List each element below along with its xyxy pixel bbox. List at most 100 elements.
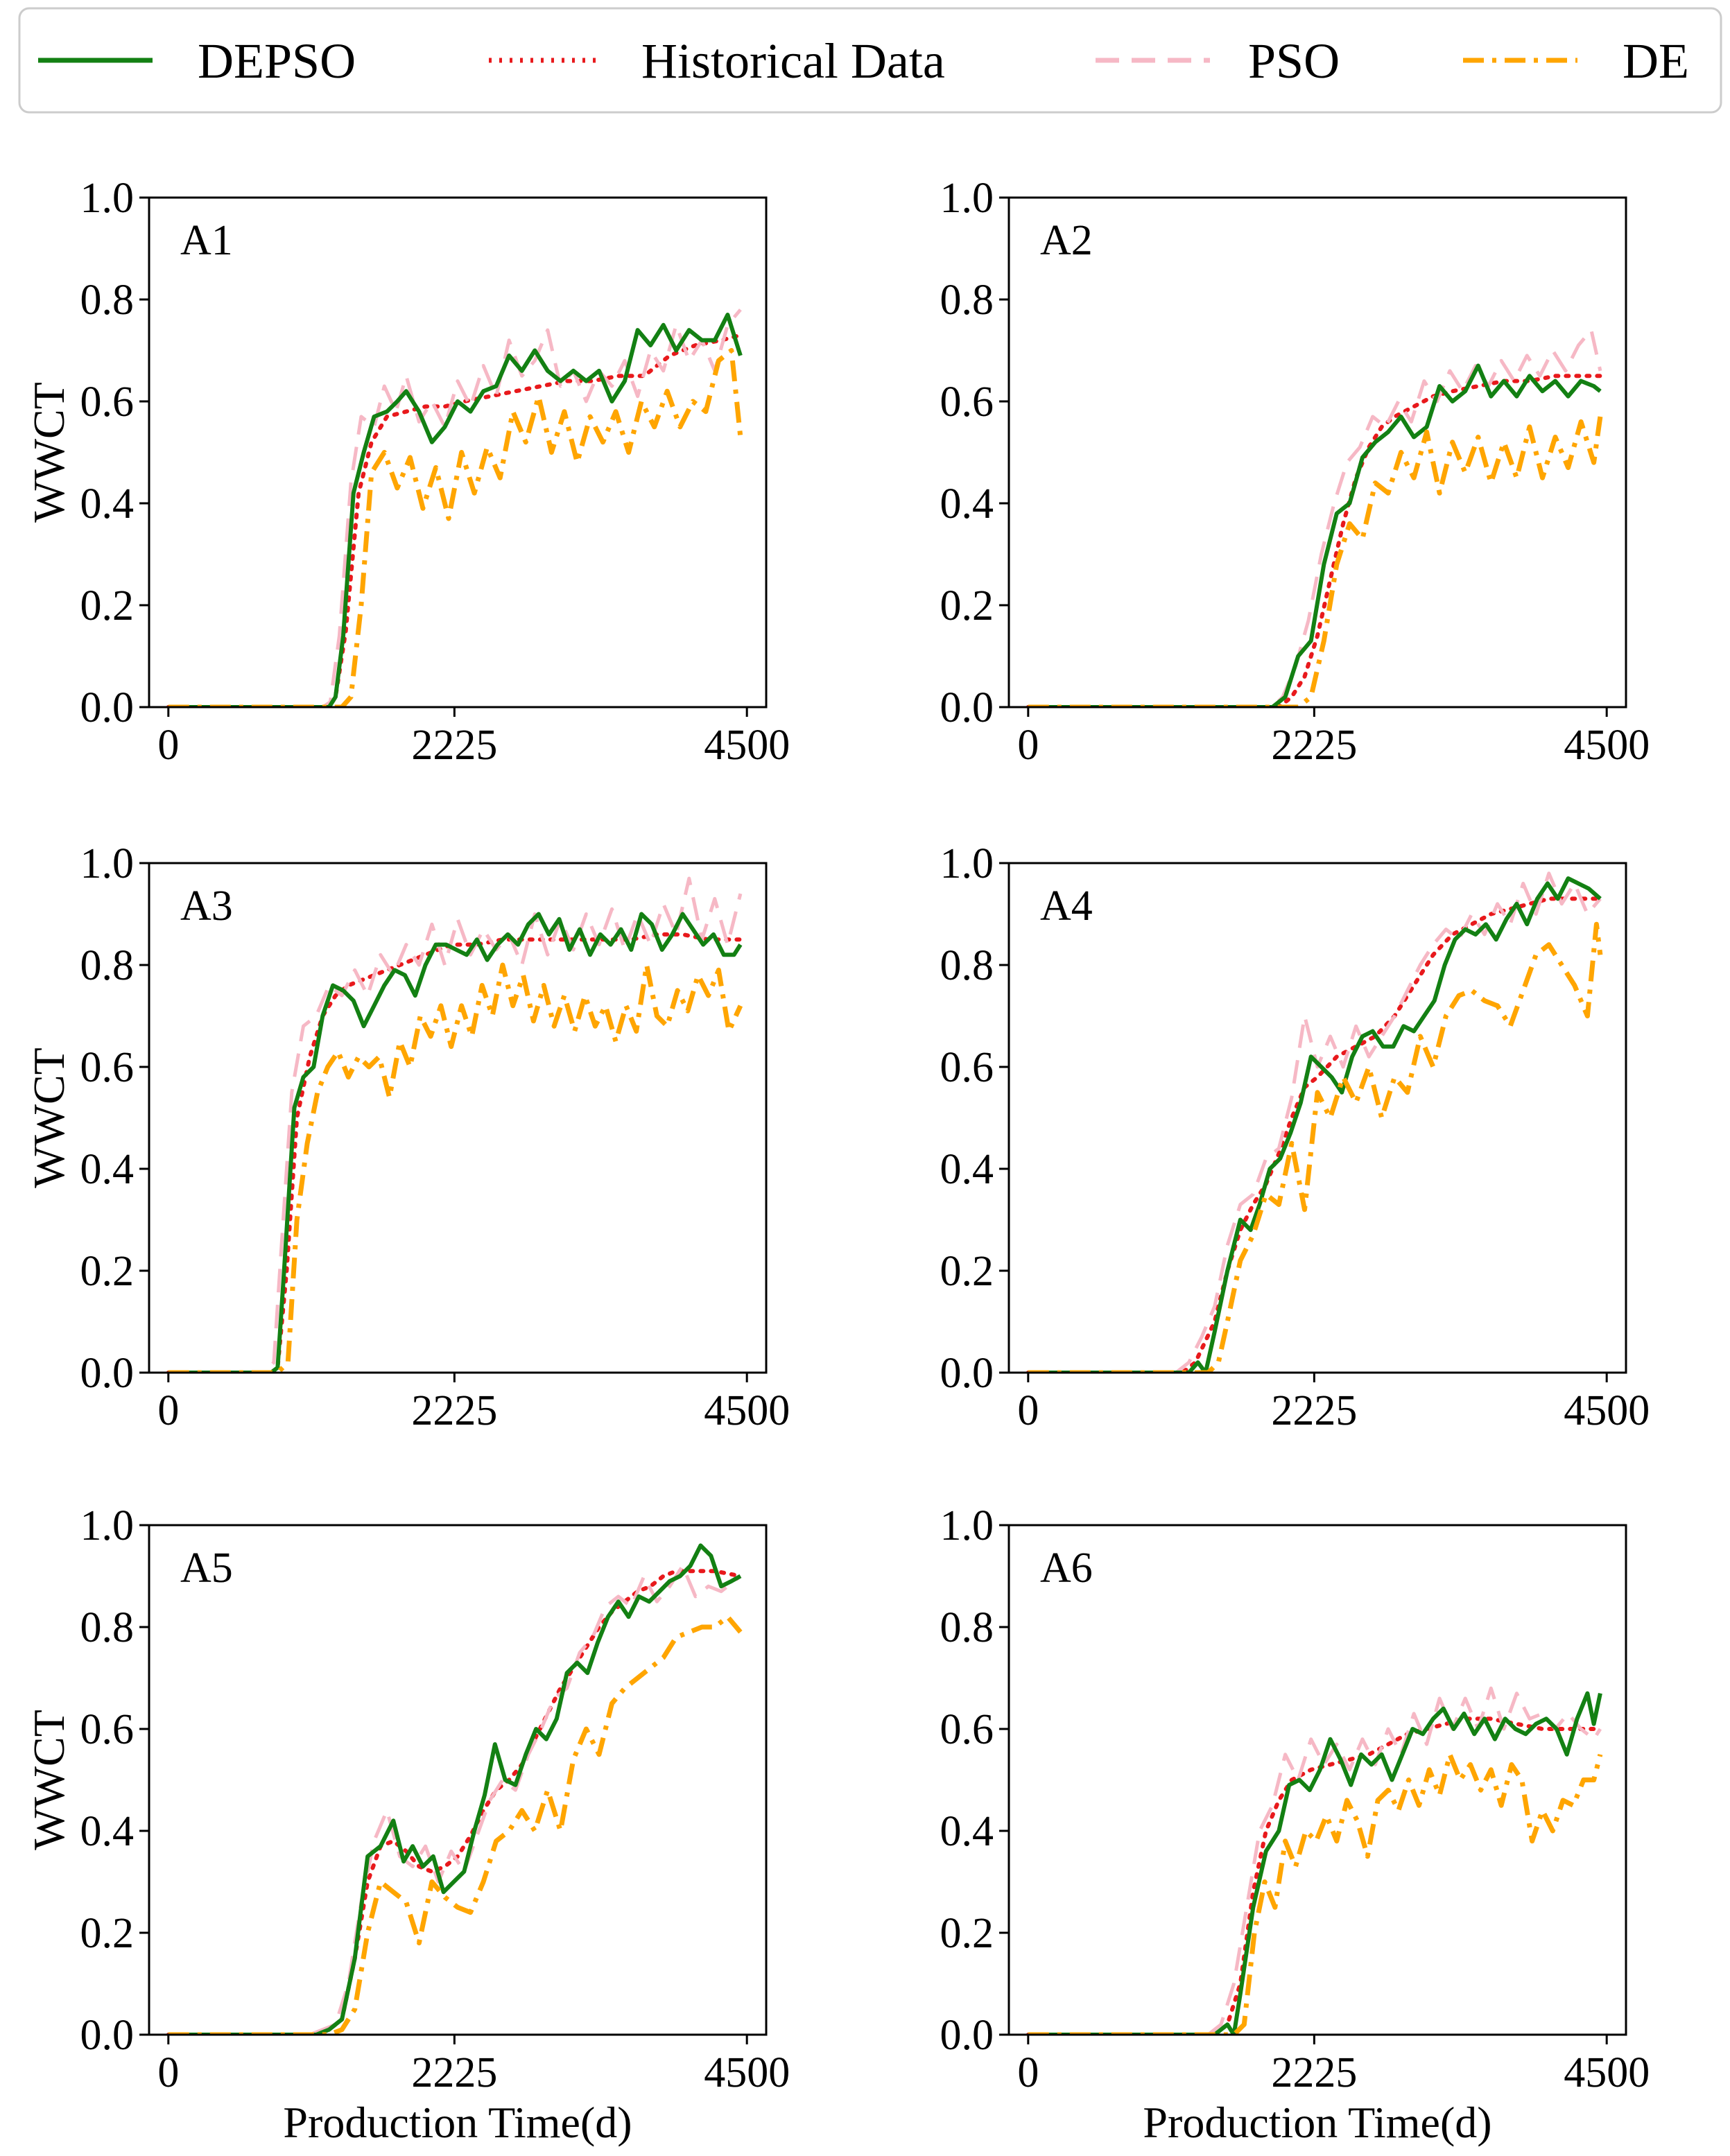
- series-line-a2-depso: [1028, 363, 1602, 707]
- y-axis-title: WWCT: [24, 1047, 73, 1188]
- panel-label-a4: A4: [1040, 883, 1093, 930]
- legend-label-historical-data: Historical Data: [641, 33, 945, 89]
- x-tick-label: 4500: [1564, 722, 1650, 769]
- series-line-a1-de: [168, 348, 743, 707]
- chart-a3: 0.0 0.2 0.4 0.6 0.8 1.0 0 2225 4500 A3 WWCT: [24, 840, 790, 1434]
- series-line-a6-depso: [1028, 1691, 1602, 2035]
- y-tick-label: 0.2: [80, 1910, 135, 1957]
- y-tick-label: 0.4: [940, 1146, 994, 1193]
- panel-label-a3: A3: [180, 883, 233, 930]
- series-line-a4-de: [1028, 921, 1603, 1373]
- panel-label-a1: A1: [180, 217, 233, 264]
- y-axis-title: WWCT: [24, 1710, 73, 1850]
- y-tick-label: 0.6: [80, 1706, 135, 1753]
- plot-frame: [1007, 196, 1627, 708]
- y-tick-label: 1.0: [940, 840, 994, 887]
- y-tick-label: 0.8: [80, 1604, 135, 1651]
- y-tick-label: 0.4: [80, 1146, 135, 1193]
- series-line-a6-pso: [1028, 1686, 1602, 2035]
- y-tick-label: 0.4: [940, 480, 994, 528]
- legend-label-pso: PSO: [1248, 33, 1340, 89]
- y-tick-label: 1.0: [80, 175, 135, 222]
- series-line-a2-de: [1028, 416, 1603, 707]
- y-tick-label: 0.4: [940, 1808, 994, 1855]
- y-tick-label: 0.2: [80, 1248, 135, 1295]
- y-tick-label: 0.2: [80, 582, 135, 629]
- y-tick-label: 0.8: [80, 277, 135, 324]
- y-tick-label: 0.8: [940, 1604, 994, 1651]
- y-tick-label: 0.6: [940, 1706, 994, 1753]
- series-line-a4-depso: [1028, 876, 1602, 1373]
- legend-entry-historical-data: Historical Data: [489, 33, 945, 89]
- y-axis-title: WWCT: [24, 382, 73, 523]
- chart-a4: 0.0 0.2 0.4 0.6 0.8 1.0 0 2225 4500 A4: [940, 840, 1650, 1434]
- legend-frame: [18, 7, 1722, 114]
- series-line-a1-pso: [168, 308, 742, 707]
- panel-label-a2: A2: [1040, 217, 1093, 264]
- series-line-a1-historical-data: [166, 333, 743, 707]
- plot-frame: [148, 862, 768, 1374]
- x-tick-label: 2225: [1271, 2049, 1357, 2096]
- y-tick-label: 0.2: [940, 582, 994, 629]
- x-tick-label: 4500: [704, 722, 790, 769]
- y-tick-label: 1.0: [80, 840, 135, 887]
- panel-label-a6: A6: [1040, 1545, 1093, 1592]
- x-tick-label: 2225: [411, 722, 497, 769]
- y-tick-label: 0.4: [80, 480, 135, 528]
- x-tick-label: 0: [157, 722, 179, 769]
- chart-a6: 0.0 0.2 0.4 0.6 0.8 1.0 0 2225 4500 A6 Production …: [940, 1502, 1650, 2147]
- y-tick-label: 0.0: [80, 684, 135, 731]
- chart-a2: 0.0 0.2 0.4 0.6 0.8 1.0 0 2225 4500 A2: [940, 175, 1650, 769]
- x-tick-label: 4500: [704, 1387, 790, 1434]
- x-tick-label: 4500: [704, 2049, 790, 2096]
- plot-frame: [1007, 1524, 1627, 2036]
- x-tick-label: 0: [1017, 722, 1039, 769]
- x-tick-label: 0: [1017, 2049, 1039, 2096]
- series-line-a3-de: [168, 962, 743, 1373]
- y-tick-label: 0.6: [940, 1044, 994, 1091]
- x-tick-label: 0: [157, 1387, 179, 1434]
- x-axis-title: Production Time(d): [1143, 2098, 1491, 2147]
- series-line-a6-de: [1028, 1752, 1603, 2035]
- series-line-a1-depso: [168, 313, 743, 707]
- legend-label-depso: DEPSO: [198, 33, 356, 89]
- series-line-a5-historical-data: [166, 1569, 743, 2035]
- y-tick-label: 1.0: [940, 1502, 994, 1549]
- series-line-a4-pso: [1028, 871, 1602, 1373]
- x-tick-label: 2225: [1271, 722, 1357, 769]
- y-tick-label: 0.0: [940, 1350, 994, 1397]
- y-tick-label: 1.0: [80, 1502, 135, 1549]
- y-tick-label: 0.0: [940, 684, 994, 731]
- x-tick-label: 4500: [1564, 1387, 1650, 1434]
- y-tick-label: 0.4: [80, 1808, 135, 1855]
- x-tick-label: 2225: [1271, 1387, 1357, 1434]
- series-line-a2-pso: [1028, 328, 1602, 707]
- panel-label-a5: A5: [180, 1545, 233, 1592]
- subplot-grid: 0.00.20.40.60.81.00 2225 4500A1WWCT0.00.20…: [24, 175, 1650, 2147]
- legend: DEPSO Historical Data PSO DE: [18, 7, 1722, 114]
- x-tick-label: 4500: [1564, 2049, 1650, 2096]
- series-line-a2-historical-data: [1026, 374, 1602, 707]
- y-tick-label: 1.0: [940, 175, 994, 222]
- series-line-a5-pso: [168, 1564, 742, 2035]
- y-tick-label: 0.6: [80, 1044, 135, 1091]
- y-tick-label: 0.6: [80, 379, 135, 426]
- y-tick-label: 0.8: [80, 942, 135, 989]
- y-tick-label: 0.2: [940, 1248, 994, 1295]
- y-tick-label: 0.0: [940, 2012, 994, 2059]
- chart-a1: 0.0 0.2 0.4 0.6 0.8 1.0 0 2225 4500 A1 WWCT: [24, 175, 790, 769]
- plot-frame: [148, 1524, 768, 2036]
- x-axis-title: Production Time(d): [283, 2098, 632, 2147]
- y-tick-label: 0.6: [940, 379, 994, 426]
- series-line-a3-depso: [168, 912, 743, 1373]
- x-tick-label: 0: [157, 2049, 179, 2096]
- y-tick-label: 0.0: [80, 2012, 135, 2059]
- legend-entry-de: DE: [1463, 33, 1689, 89]
- legend-entry-depso: DEPSO: [38, 33, 356, 89]
- plot-frame: [1007, 862, 1627, 1374]
- y-tick-label: 0.8: [940, 277, 994, 324]
- y-tick-label: 0.0: [80, 1350, 135, 1397]
- y-tick-label: 0.2: [940, 1910, 994, 1957]
- y-tick-label: 0.8: [940, 942, 994, 989]
